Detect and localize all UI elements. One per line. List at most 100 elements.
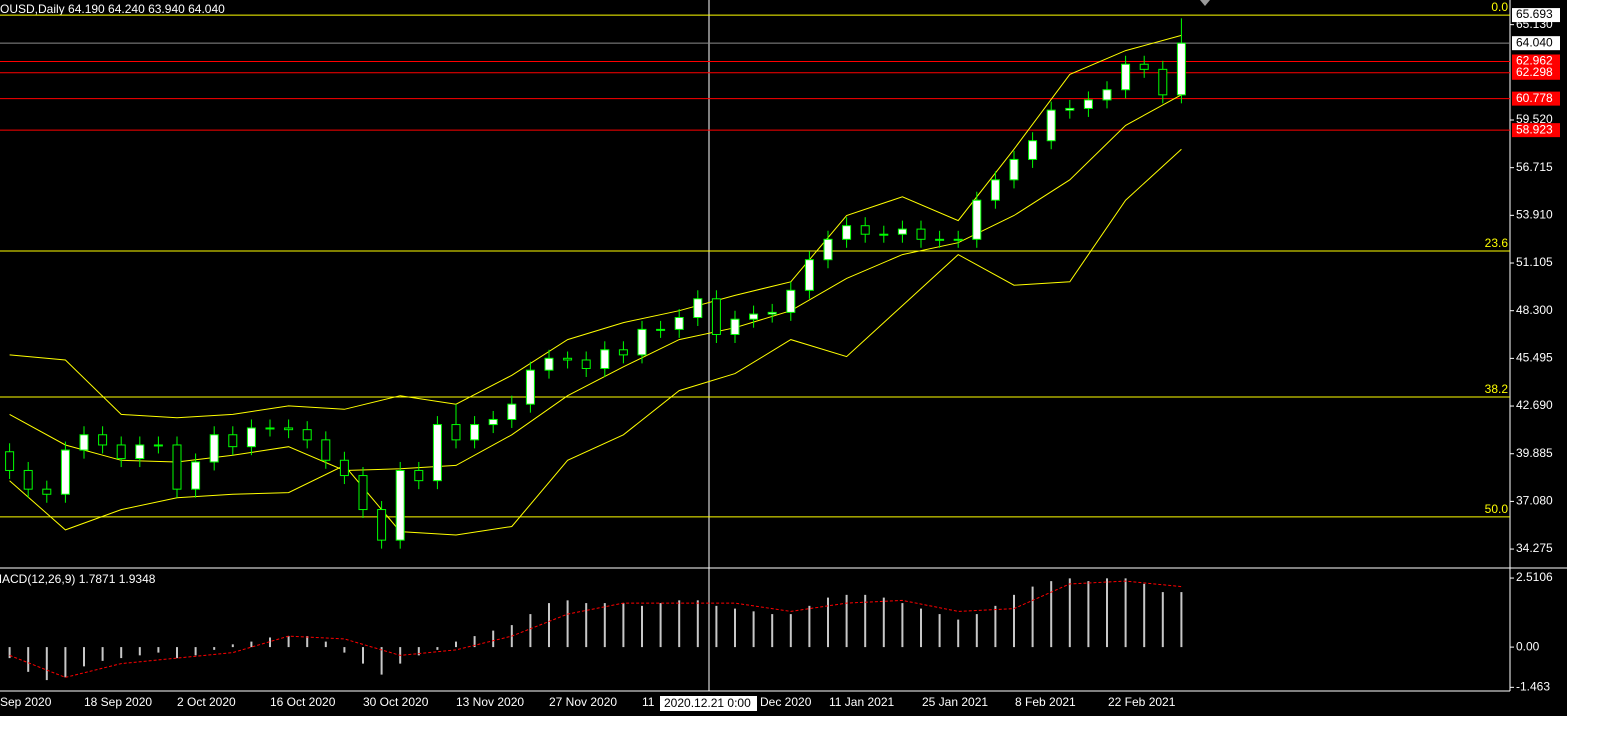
candle-body [563,357,573,361]
candle-body [767,311,777,315]
macd-y-tick-label: 2.5106 [1516,570,1553,584]
candle-body [116,444,126,460]
bollinger-band [9,34,1182,419]
candle-body [395,469,405,541]
x-tick-label: 27 Nov 2020 [549,695,617,709]
candle-body [1065,107,1075,111]
price-label: 58.923 [1516,122,1553,136]
candle-body [711,298,721,335]
candle-body [339,459,349,477]
candle-body [581,359,591,369]
candle-body [135,444,145,460]
macd-signal [9,580,1182,678]
candle-body [414,469,424,482]
price-label: 62.962 [1516,54,1553,68]
price-label: 65.693 [1516,7,1553,21]
price-label-box [1512,123,1560,138]
candle-body [618,349,628,356]
candle-body [935,238,945,241]
x-tick-label: 16 Oct 2020 [270,695,336,709]
x-tick-label: Sep 2020 [0,695,52,709]
fib-label: 38.2 [1485,382,1509,396]
x-tick-label: 18 Sep 2020 [84,695,152,709]
candle-body [98,434,108,446]
price-label-box [1512,54,1560,69]
x-tick-label: 11 [642,695,655,709]
price-label-box [1512,36,1560,51]
candle-body [5,451,15,471]
background [0,0,1567,716]
y-tick-label: 34.275 [1516,541,1553,555]
y-tick-label: 53.910 [1516,208,1553,222]
price-label: 60.778 [1516,91,1553,105]
price-label: 64.040 [1516,35,1553,49]
candle-body [823,238,833,261]
chart-header: SOUSD,Daily 64.190 64.240 63.940 64.040 [0,2,225,16]
candle-body [730,318,740,335]
candle-body [953,238,963,241]
x-tick-label: 13 Nov 2020 [456,695,524,709]
candle-body [42,488,52,495]
x-tick-label: 8 Feb 2021 [1015,695,1076,709]
x-tick-label: 22 Feb 2021 [1108,695,1176,709]
candle-body [284,427,294,431]
price-label: 62.298 [1516,65,1553,79]
candle-body [786,289,796,313]
candle-body [23,469,33,490]
shift-marker [1200,0,1210,6]
candle-body [79,434,89,451]
candle-body [525,369,535,405]
candle-body [656,328,666,331]
candle-body [1009,158,1019,181]
y-tick-label: 45.495 [1516,351,1553,365]
chart: SOUSD,Daily 64.190 64.240 63.940 64.040 … [0,0,1567,716]
candle-body [358,475,368,511]
candle-body [1102,89,1112,101]
candle-body [1158,68,1168,96]
candle-body [1139,63,1149,70]
y-tick-label: 39.885 [1516,446,1553,460]
candle-body [544,357,554,371]
x-tick-label: 30 Oct 2020 [363,695,429,709]
macd-y-tick-label: 0.00 [1516,639,1540,653]
candle-body [470,424,480,441]
fib-label: 23.6 [1485,236,1509,250]
candle-body [860,225,870,235]
candle-body [265,427,275,430]
crosshair-label-box [660,696,757,711]
candle-body [153,444,163,447]
y-tick-label: 48.300 [1516,303,1553,317]
candle-body [897,228,907,235]
candle-body [1176,42,1186,96]
candle-body [228,434,238,448]
y-tick-label: 56.715 [1516,160,1553,174]
candle-body [60,449,70,495]
macd-y-tick-label: -1.463 [1516,680,1550,694]
candle-body [674,316,684,330]
candle-body [302,429,312,441]
candle-body [172,444,182,490]
candle-body [879,233,889,236]
candle-body [804,259,814,291]
candle-body [432,424,442,482]
candle-body [321,439,331,461]
candle-body [637,328,647,356]
price-label-box [1512,8,1560,23]
candle-body [1083,99,1093,109]
x-tick-label: 2 Oct 2020 [177,695,236,709]
candle-body [209,434,219,463]
x-tick-label: Dec 2020 [760,695,812,709]
fib-label: 0.0 [1491,0,1508,14]
y-tick-label: 37.080 [1516,494,1553,508]
price-label-box [1512,91,1560,106]
candle-body [842,225,852,240]
x-tick-label: 11 Jan 2021 [829,695,894,709]
candle-body [1028,140,1038,160]
candle-body [488,418,498,426]
candle-body [1046,109,1056,142]
candle-body [377,509,387,541]
candle-body [507,403,517,420]
candle-body [693,298,703,318]
crosshair-label: 2020.12.21 0:00 [664,696,751,710]
candle-body [972,199,982,240]
